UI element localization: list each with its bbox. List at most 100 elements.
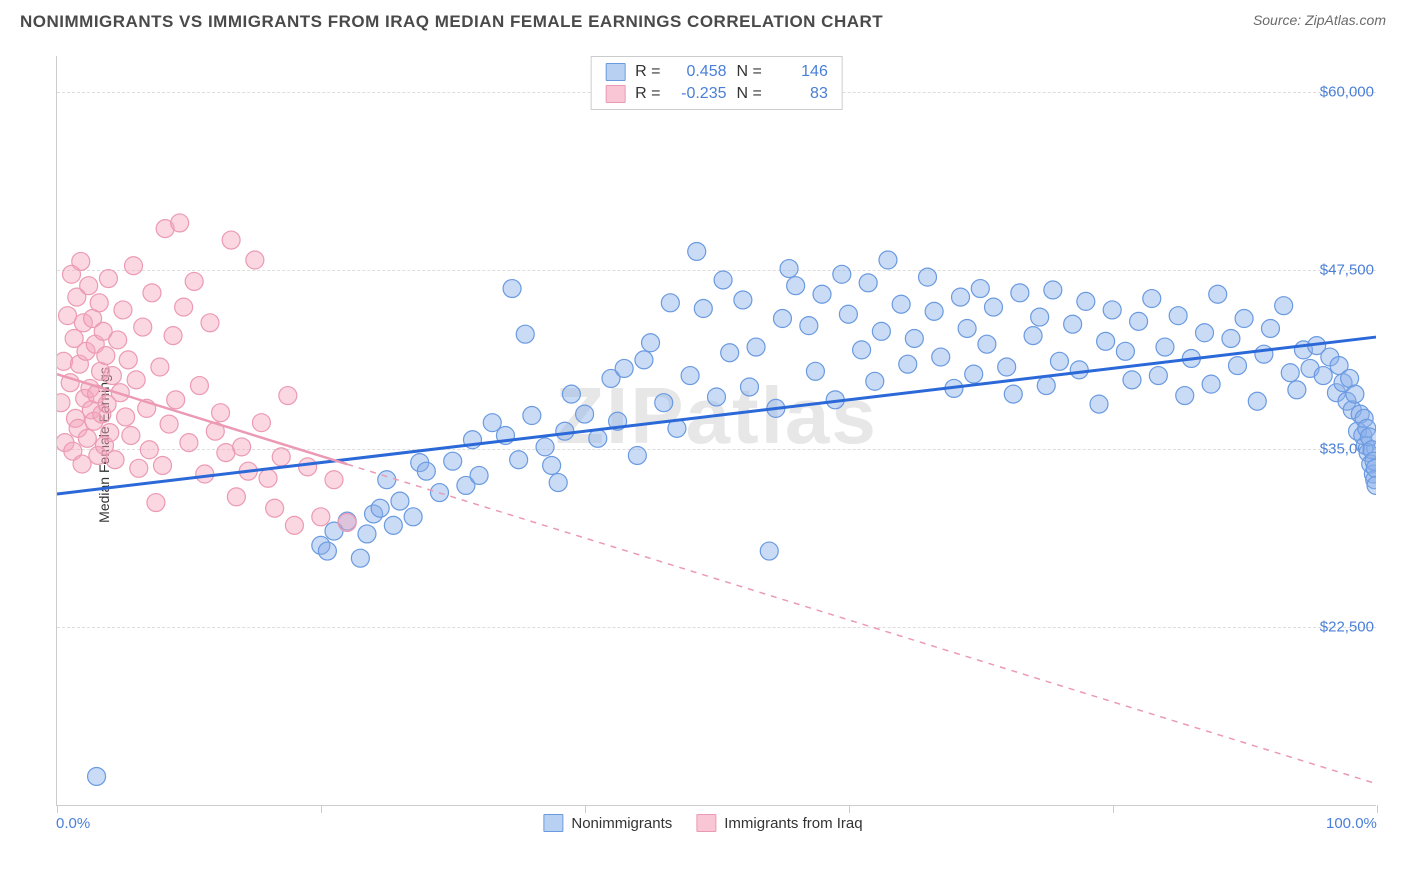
- scatter-point: [1176, 387, 1194, 405]
- scatter-point: [806, 362, 824, 380]
- scatter-point: [57, 394, 70, 412]
- scatter-point: [1248, 392, 1266, 410]
- scatter-point: [833, 265, 851, 283]
- scatter-point: [800, 317, 818, 335]
- scatter-point: [391, 492, 409, 510]
- x-tick-right: 100.0%: [1326, 815, 1377, 832]
- legend-label-0: Nonimmigrants: [571, 815, 672, 832]
- scatter-point: [279, 387, 297, 405]
- scatter-point: [151, 358, 169, 376]
- scatter-point: [185, 272, 203, 290]
- scatter-point: [222, 231, 240, 249]
- chart-container: Median Female Earnings ZIPatlas R = 0.45…: [20, 36, 1386, 854]
- scatter-point: [971, 280, 989, 298]
- scatter-point: [866, 372, 884, 390]
- scatter-point: [167, 391, 185, 409]
- scatter-point: [932, 348, 950, 366]
- scatter-point: [252, 414, 270, 432]
- scatter-point: [760, 542, 778, 560]
- scatter-point: [164, 327, 182, 345]
- scatter-point: [1209, 285, 1227, 303]
- legend-swatch-0: [543, 814, 563, 832]
- scatter-point: [642, 334, 660, 352]
- scatter-point: [80, 277, 98, 295]
- scatter-point: [1130, 312, 1148, 330]
- scatter-point: [503, 280, 521, 298]
- scatter-point: [127, 371, 145, 389]
- scatter-point: [1149, 367, 1167, 385]
- scatter-point: [556, 422, 574, 440]
- corr-r-value-0: 0.458: [671, 63, 727, 81]
- scatter-point: [853, 341, 871, 359]
- scatter-point: [312, 508, 330, 526]
- scatter-point: [1222, 329, 1240, 347]
- scatter-point: [780, 260, 798, 278]
- scatter-point: [1050, 352, 1068, 370]
- scatter-point: [1031, 308, 1049, 326]
- scatter-point: [147, 494, 165, 512]
- scatter-point: [125, 257, 143, 275]
- scatter-point: [740, 378, 758, 396]
- scatter-point: [1169, 307, 1187, 325]
- scatter-point: [122, 427, 140, 445]
- scatter-point: [101, 424, 119, 442]
- scatter-point: [190, 377, 208, 395]
- scatter-point: [417, 462, 435, 480]
- scatter-point: [1123, 371, 1141, 389]
- scatter-point: [351, 549, 369, 567]
- scatter-point: [233, 438, 251, 456]
- scatter-point: [90, 294, 108, 312]
- scatter-point: [73, 455, 91, 473]
- x-tick: [321, 805, 322, 813]
- scatter-point: [536, 438, 554, 456]
- scatter-point: [1064, 315, 1082, 333]
- scatter-point: [523, 407, 541, 425]
- scatter-point: [57, 352, 73, 370]
- scatter-point: [338, 514, 356, 532]
- x-tick: [57, 805, 58, 813]
- scatter-point: [1261, 320, 1279, 338]
- scatter-point: [130, 459, 148, 477]
- x-tick: [1377, 805, 1378, 813]
- scatter-point: [615, 359, 633, 377]
- trendline-dash: [347, 464, 1376, 783]
- legend-swatch-1: [696, 814, 716, 832]
- scatter-point: [103, 367, 121, 385]
- scatter-point: [180, 434, 198, 452]
- scatter-point: [299, 458, 317, 476]
- corr-swatch-0: [605, 63, 625, 81]
- corr-row-0: R = 0.458 N = 146: [605, 61, 828, 83]
- scatter-point: [404, 508, 422, 526]
- scatter-point: [721, 344, 739, 362]
- scatter-point: [1255, 345, 1273, 363]
- bottom-legend: Nonimmigrants Immigrants from Iraq: [543, 814, 862, 832]
- scatter-point: [747, 338, 765, 356]
- scatter-point: [1196, 324, 1214, 342]
- scatter-point: [154, 456, 172, 474]
- scatter-point: [175, 298, 193, 316]
- corr-n-label-0: N =: [737, 63, 762, 81]
- scatter-point: [1044, 281, 1062, 299]
- correlation-legend: R = 0.458 N = 146 R = -0.235 N = 83: [590, 56, 843, 110]
- scatter-point: [1346, 385, 1364, 403]
- scatter-point: [1235, 310, 1253, 328]
- scatter-point: [1070, 361, 1088, 379]
- scatter-point: [117, 408, 135, 426]
- chart-header: NONIMMIGRANTS VS IMMIGRANTS FROM IRAQ ME…: [0, 0, 1406, 36]
- scatter-point: [196, 465, 214, 483]
- scatter-point: [872, 322, 890, 340]
- legend-label-1: Immigrants from Iraq: [724, 815, 862, 832]
- scatter-point: [1288, 381, 1306, 399]
- scatter-point: [543, 456, 561, 474]
- scatter-point: [708, 388, 726, 406]
- scatter-point: [227, 488, 245, 506]
- scatter-point: [109, 331, 127, 349]
- scatter-point: [1229, 357, 1247, 375]
- scatter-point: [661, 294, 679, 312]
- scatter-point: [72, 252, 90, 270]
- scatter-point: [259, 469, 277, 487]
- scatter-point: [1090, 395, 1108, 413]
- scatter-point: [859, 274, 877, 292]
- scatter-point: [88, 767, 106, 785]
- scatter-point: [272, 448, 290, 466]
